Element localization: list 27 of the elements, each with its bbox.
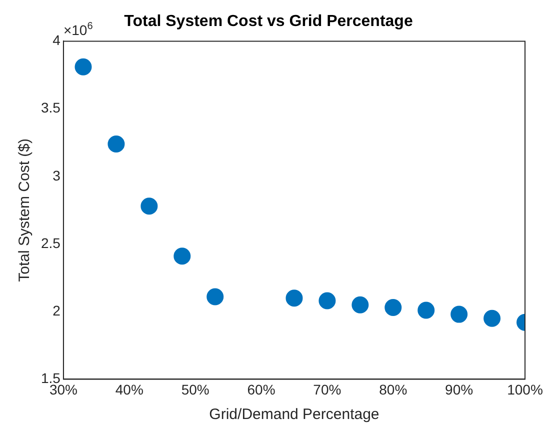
y-tick-label: 3.5: [40, 100, 61, 116]
x-tick-label: 80%: [379, 381, 408, 398]
y-tick-label: 3: [52, 167, 61, 184]
point: [206, 288, 224, 306]
x-tick-label: 40%: [115, 381, 144, 398]
x-tick-label: 100%: [507, 381, 543, 398]
point: [140, 198, 158, 215]
point: [74, 58, 92, 76]
x-tick-label: 60%: [247, 381, 276, 398]
point: [450, 306, 468, 323]
point: [174, 248, 191, 265]
chart-title: Total System Cost vs Grid Percentage: [124, 13, 413, 30]
point: [108, 135, 125, 152]
point: [418, 302, 435, 319]
y-axis-title: Total System Cost ($): [16, 138, 34, 282]
y-tick-label: 2.5: [40, 234, 61, 251]
point: [484, 310, 501, 327]
point: [352, 296, 369, 314]
y-tick-label: 2: [52, 302, 61, 318]
point: [286, 290, 303, 307]
x-tick-label: 70%: [313, 381, 342, 398]
point: [318, 292, 336, 310]
point: [384, 299, 402, 316]
x-tick-label: 90%: [445, 381, 474, 398]
x-tick-label: 50%: [181, 381, 210, 398]
y-tick-label: 4: [52, 32, 61, 48]
x-axis-title: Grid/Demand Percentage: [209, 406, 380, 424]
